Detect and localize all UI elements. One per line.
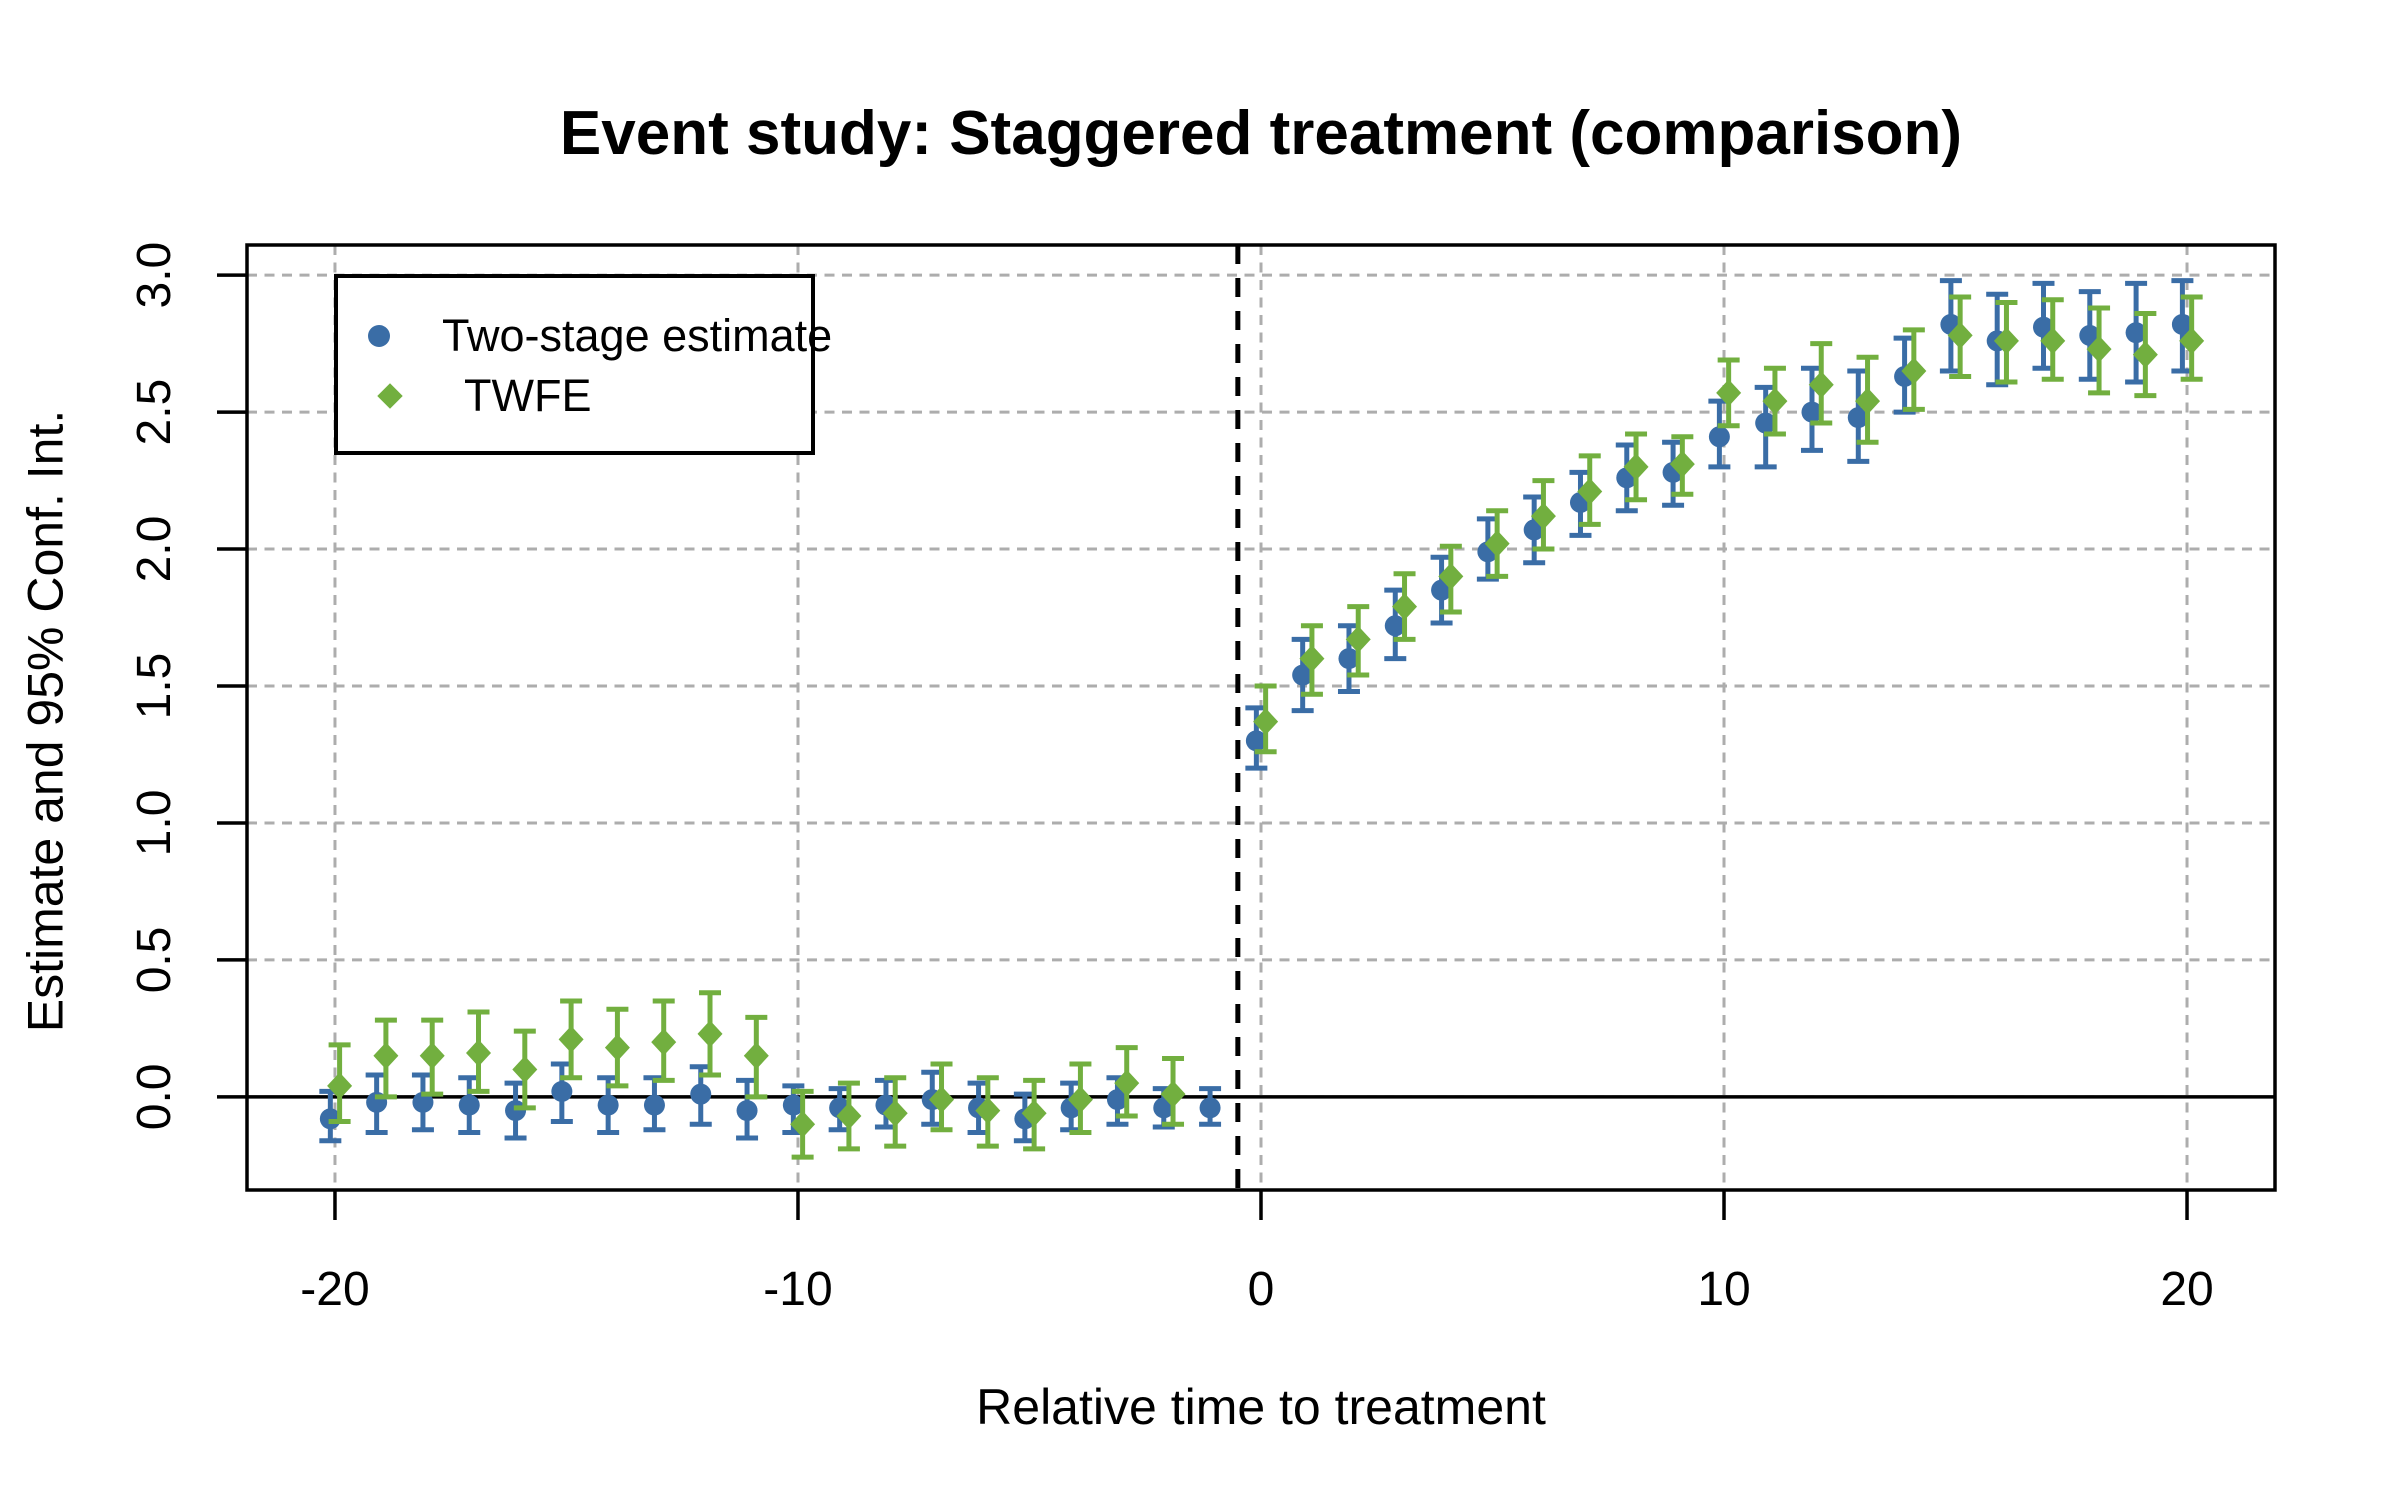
point-two-stage-t11	[1755, 412, 1777, 434]
point-two-stage-t-12	[690, 1083, 712, 1105]
point-twfe-t-18	[419, 1042, 445, 1070]
point-twfe-t11	[1762, 387, 1788, 415]
point-two-stage-t-3	[1106, 1089, 1128, 1111]
x-tick-label-20: 20	[2160, 1263, 2213, 1316]
legend-label-two-stage: Two-stage estimate	[442, 310, 833, 361]
point-twfe-t3	[1392, 593, 1418, 621]
y-tick-label-0: 0.0	[128, 1064, 181, 1131]
diamond-marker-icon	[368, 383, 412, 409]
point-two-stage-t13	[1847, 407, 1869, 429]
point-two-stage-t-13	[643, 1094, 665, 1116]
point-twfe-t0	[1253, 708, 1279, 736]
x-tick-label-10: 10	[1697, 1263, 1750, 1316]
point-twfe-t7	[1577, 478, 1603, 506]
point-twfe-t-4	[1067, 1086, 1093, 1114]
point-twfe-t17	[2040, 327, 2066, 355]
point-twfe-t-5	[1021, 1099, 1047, 1127]
point-twfe-t-10	[790, 1110, 816, 1138]
point-two-stage-t-20	[319, 1108, 341, 1130]
point-twfe-t18	[2086, 335, 2112, 363]
point-twfe-t-6	[975, 1097, 1001, 1125]
point-twfe-t-16	[512, 1055, 538, 1083]
point-twfe-t10	[1716, 379, 1742, 407]
point-twfe-t-9	[836, 1102, 862, 1130]
legend-item-twfe: TWFE	[368, 366, 811, 426]
point-two-stage-t-1	[1199, 1097, 1221, 1119]
y-tick-label-2.5: 2.5	[128, 379, 181, 446]
legend-item-two-stage: Two-stage estimate	[368, 306, 832, 366]
legend-label-twfe: TWFE	[464, 370, 592, 421]
point-twfe-t-20	[327, 1072, 353, 1100]
point-twfe-t-15	[558, 1025, 584, 1053]
point-two-stage-t-17	[458, 1094, 480, 1116]
point-twfe-t-11	[743, 1042, 769, 1070]
chart-title: Event study: Staggered treatment (compar…	[559, 99, 1963, 168]
x-tick-label--20: -20	[300, 1263, 369, 1316]
point-two-stage-t0	[1245, 730, 1267, 752]
point-two-stage-t1	[1292, 664, 1314, 686]
point-twfe-t6	[1530, 502, 1556, 530]
y-tick-label-0.5: 0.5	[128, 927, 181, 994]
point-twfe-t19	[2132, 341, 2158, 369]
point-twfe-t2	[1345, 625, 1371, 653]
point-two-stage-t-18	[412, 1091, 434, 1113]
point-two-stage-t-10	[782, 1094, 804, 1116]
point-twfe-t-3	[1114, 1069, 1140, 1097]
point-two-stage-t-16	[505, 1100, 527, 1122]
point-two-stage-t10	[1708, 426, 1730, 448]
y-tick-label-3: 3.0	[128, 242, 181, 309]
y-tick-label-1: 1.0	[128, 790, 181, 857]
point-twfe-t-12	[697, 1020, 723, 1048]
point-twfe-t4	[1438, 562, 1464, 590]
point-twfe-t12	[1808, 371, 1834, 399]
y-tick-label-1.5: 1.5	[128, 653, 181, 720]
point-two-stage-t19	[2125, 322, 2147, 344]
point-twfe-t-13	[651, 1028, 677, 1056]
point-twfe-t16	[1993, 327, 2019, 355]
point-twfe-t9	[1669, 450, 1695, 478]
point-twfe-t-14	[604, 1034, 630, 1062]
point-twfe-t5	[1484, 530, 1510, 558]
point-two-stage-t3	[1384, 615, 1406, 637]
x-tick-label-0: 0	[1248, 1263, 1275, 1316]
point-two-stage-t2	[1338, 648, 1360, 670]
y-tick-label-2: 2.0	[128, 516, 181, 583]
legend: Two-stage estimate TWFE	[334, 274, 832, 455]
point-two-stage-t-11	[736, 1100, 758, 1122]
point-twfe-t-19	[373, 1042, 399, 1070]
point-twfe-t-17	[466, 1039, 492, 1067]
point-twfe-t1	[1299, 645, 1325, 673]
y-axis-title: Estimate and 95% Conf. Int.	[17, 409, 74, 1033]
point-twfe-t-8	[882, 1099, 908, 1127]
point-twfe-t20	[2179, 327, 2205, 355]
point-twfe-t8	[1623, 453, 1649, 481]
point-twfe-t-7	[929, 1086, 955, 1114]
point-two-stage-t-15	[551, 1080, 573, 1102]
point-twfe-t13	[1855, 387, 1881, 415]
x-axis-title: Relative time to treatment	[976, 1379, 1546, 1435]
point-twfe-t15	[1947, 321, 1973, 349]
point-two-stage-t20	[2171, 313, 2193, 335]
x-tick-label--10: -10	[763, 1263, 832, 1316]
point-two-stage-t-14	[597, 1094, 619, 1116]
circle-marker-icon	[368, 325, 390, 347]
point-two-stage-t12	[1801, 401, 1823, 423]
point-twfe-t-2	[1160, 1080, 1186, 1108]
point-twfe-t14	[1901, 357, 1927, 385]
